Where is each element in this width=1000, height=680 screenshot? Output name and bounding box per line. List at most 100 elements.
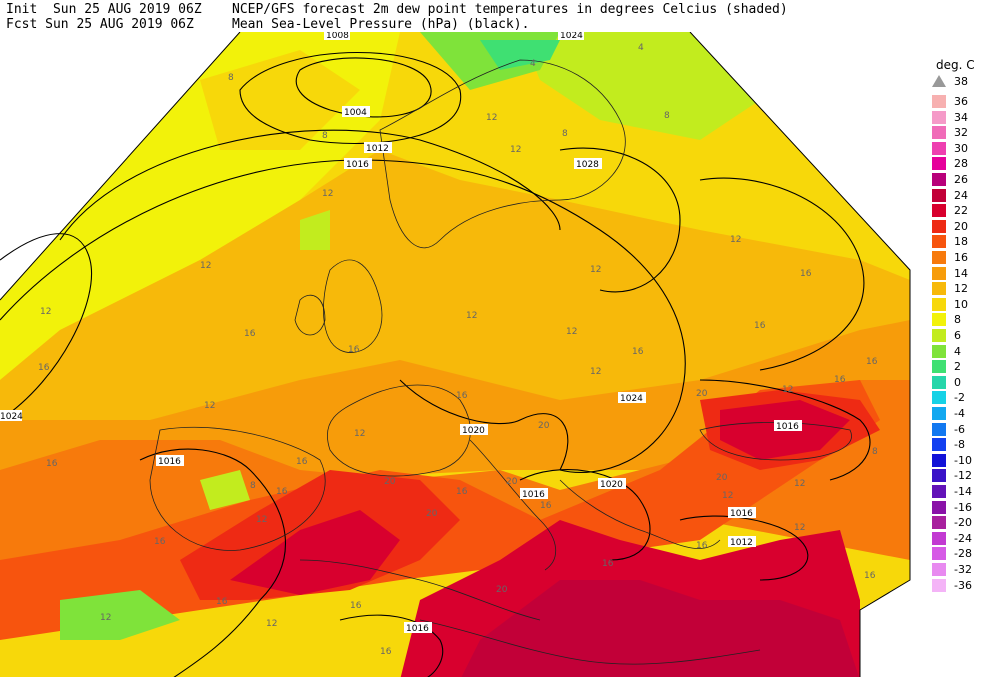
isobar-label: 1024 [560,32,583,41]
isobar-label: 1016 [730,509,753,519]
legend-swatch [932,438,946,452]
legend-swatch [932,157,946,171]
legend-entry: 16 [932,250,998,265]
legend-top-label: 38 [954,75,968,88]
legend-label: 10 [954,297,968,311]
legend-entry: 6 [932,328,998,343]
isobar-label: 1016 [522,490,545,500]
dewpoint-label: 8 [664,111,670,121]
isobar-label: 1020 [462,426,485,436]
dewpoint-label: 8 [872,447,878,457]
dewpoint-label: 12 [100,613,111,623]
legend-label: 12 [954,282,968,296]
dewpoint-label: 16 [154,537,166,547]
map-subtitle: Mean Sea-Level Pressure (hPa) (black). [232,17,530,32]
map-frame [0,32,911,677]
dewpoint-label: 20 [496,585,508,595]
dewpoint-label: 16 [244,329,256,339]
dewpoint-label: 16 [456,487,468,497]
legend-entry: 0 [932,375,998,390]
legend-entry: -20 [932,515,998,530]
isobar-label: 1024 [0,412,23,422]
legend-entry: -4 [932,406,998,421]
legend-label: 14 [954,266,968,280]
dewpoint-label: 16 [632,347,644,357]
dewpoint-label: 12 [794,523,805,533]
dewpoint-label: 16 [296,457,308,467]
isobar-label: 1024 [620,394,643,404]
legend-entry: 26 [932,172,998,187]
legend-label: 4 [954,344,961,358]
legend-label: 28 [954,157,968,171]
legend-entry: -32 [932,562,998,577]
legend-entry: -10 [932,453,998,468]
legend-label: -2 [954,391,965,405]
dewpoint-label: 16 [348,345,360,355]
legend-swatch [932,219,946,233]
legend-swatch [932,235,946,249]
legend-label: 26 [954,173,968,186]
dewpoint-label: 16 [864,571,876,581]
legend-swatch [932,485,946,498]
map-title: NCEP/GFS forecast 2m dew point temperatu… [232,2,788,17]
dewpoint-label: 20 [426,509,438,519]
legend-entry: 12 [932,281,998,296]
legend-swatch [932,391,946,405]
legend-label: -4 [954,407,965,420]
dewpoint-label: 8 [228,73,234,83]
isobar-label: 1016 [346,160,369,170]
legend-label: -28 [954,547,972,561]
dewpoint-label: 4 [530,59,536,69]
legend-entry: 28 [932,156,998,171]
dewpoint-label-group: 8 4 4 8 8 12 8 12 12 12 12 16 12 12 16 1… [38,43,878,657]
legend-label: 34 [954,110,968,124]
legend-entry: 20 [932,219,998,234]
dewpoint-label: 20 [716,473,728,483]
legend-entry: -2 [932,390,998,405]
dewpoint-label: 16 [46,459,58,469]
legend-swatch [932,204,946,218]
legend-entry: 14 [932,266,998,281]
legend-entry: -14 [932,484,998,499]
dewpoint-label: 16 [866,357,878,367]
dewpoint-label: 16 [38,363,50,373]
dewpoint-label: 12 [794,479,805,489]
isobars [0,52,871,677]
dewpoint-label: 20 [538,421,550,431]
isobar-label: 1012 [730,538,753,548]
dewpoint-label: 12 [486,113,497,123]
dewpoint-label: 16 [696,541,708,551]
dewpoint-label: 16 [754,321,766,331]
legend-entry: 34 [932,110,998,125]
coastlines [149,59,852,665]
dewpoint-label: 12 [782,385,793,395]
legend-label: -14 [954,485,972,498]
legend-swatch [932,547,946,561]
dewpoint-label: 16 [540,501,552,511]
legend-label: -24 [954,531,972,545]
legend-swatch [932,360,946,374]
legend-entry: -36 [932,578,998,593]
dewpoint-label: 20 [506,477,518,487]
dewpoint-label: 16 [602,559,614,569]
dewpoint-label: 12 [354,429,365,439]
isobar-label: 1016 [776,422,799,432]
legend-swatch [932,251,946,264]
legend-swatch [932,110,946,124]
dewpoint-label: 16 [350,601,362,611]
dewpoint-label: 12 [40,307,51,317]
legend-swatch [932,500,946,514]
legend-label: 20 [954,219,968,233]
dewpoint-label: 12 [266,619,277,629]
legend-entry: 2 [932,359,998,374]
dewpoint-label: 12 [204,401,215,411]
legend-label: 32 [954,126,968,140]
dewpoint-label: 16 [800,269,812,279]
legend-top-arrow: 38 [932,74,998,89]
legend-swatch [932,407,946,420]
legend-entry: 18 [932,234,998,249]
legend-swatch [932,173,946,186]
legend-swatch [932,313,946,327]
dewpoint-label: 12 [200,261,211,271]
legend-entry: -12 [932,468,998,483]
